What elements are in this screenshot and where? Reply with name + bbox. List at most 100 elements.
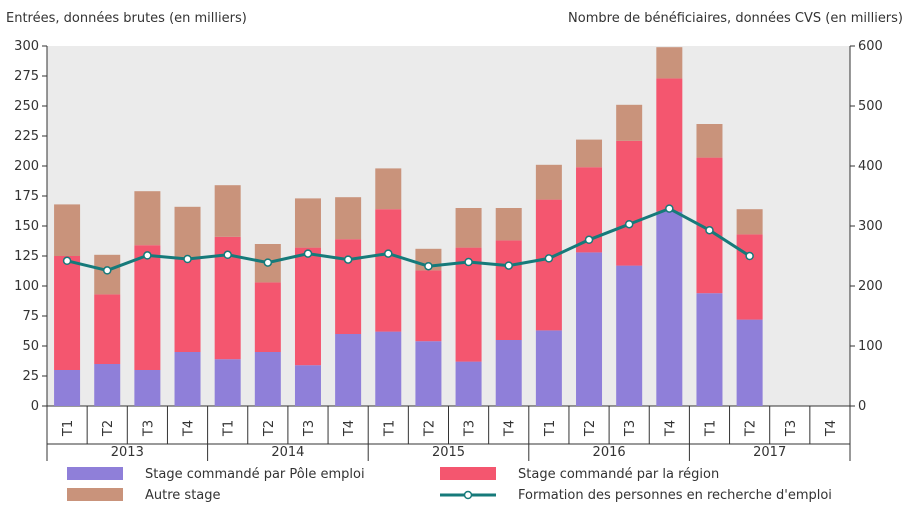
bar-segment xyxy=(736,234,763,320)
x-tick-label: T4 xyxy=(503,420,518,437)
bar-segment xyxy=(54,204,81,256)
bar-segment xyxy=(254,352,281,406)
x-tick-label: T4 xyxy=(824,420,839,437)
y-tick-label: 0 xyxy=(31,399,39,414)
y-tick-label: 50 xyxy=(22,339,39,354)
bar-segment xyxy=(294,247,321,366)
x-tick-label: T2 xyxy=(583,420,598,437)
bar-segment xyxy=(495,340,522,406)
y-tick-label: 200 xyxy=(14,159,39,174)
bar-segment xyxy=(656,211,683,406)
line-marker xyxy=(745,251,754,261)
legend-swatch xyxy=(67,488,123,501)
x-tick-label: T2 xyxy=(744,420,759,437)
bar-segment xyxy=(455,361,482,406)
line-marker xyxy=(464,257,473,267)
line-series xyxy=(66,206,751,272)
bar-segment xyxy=(616,265,643,406)
y2-tick-label: 0 xyxy=(858,399,866,414)
bar-segment xyxy=(214,359,241,406)
bar-segment xyxy=(174,206,201,259)
y-tick-label: 25 xyxy=(22,369,39,384)
x-group-label: 2015 xyxy=(432,445,465,460)
line-marker xyxy=(62,256,72,266)
x-tick-label: T1 xyxy=(382,420,397,437)
y2-tick-label: 200 xyxy=(858,279,883,294)
y-tick-label: 75 xyxy=(22,309,39,324)
line-marker xyxy=(143,251,152,260)
x-tick-label: T3 xyxy=(302,420,317,437)
legend-swatch xyxy=(440,467,496,480)
y-tick-label: 150 xyxy=(14,219,39,234)
x-tick-label: T4 xyxy=(182,420,197,437)
x-tick-label: T4 xyxy=(663,420,678,437)
y2-tick-label: 300 xyxy=(858,219,883,234)
line-marker xyxy=(183,254,192,264)
y-tick-label: 225 xyxy=(14,129,39,144)
line-marker xyxy=(303,249,313,258)
bar-segment xyxy=(375,209,402,332)
y2-tick-label: 100 xyxy=(858,339,883,354)
bar-segment xyxy=(294,365,321,406)
x-group-label: 2013 xyxy=(111,445,144,460)
legend-label: Stage commandé par Pôle emploi xyxy=(145,467,365,482)
bar-segment xyxy=(696,293,723,406)
y-tick-label: 125 xyxy=(14,249,39,264)
bar-segment xyxy=(174,258,201,352)
bar-segment xyxy=(54,256,81,370)
bar-segment xyxy=(94,364,121,406)
bar-segment xyxy=(335,197,362,240)
line-marker xyxy=(384,249,393,258)
legend-swatch xyxy=(67,467,123,480)
bar-segment xyxy=(254,282,281,352)
y2-axis-label: Nombre de bénéficiaires, données CVS (en… xyxy=(568,11,903,26)
bar-segment xyxy=(375,168,402,210)
y-tick-label: 300 xyxy=(14,39,39,54)
bar-segment xyxy=(134,245,161,370)
x-tick-label: T1 xyxy=(543,420,558,437)
bar-segment xyxy=(656,78,683,212)
x-tick-label: T2 xyxy=(262,420,277,437)
bar-segment xyxy=(335,239,362,334)
x-tick-label: T2 xyxy=(422,420,437,437)
line-marker xyxy=(544,254,554,263)
legend-marker xyxy=(463,490,473,500)
line-marker xyxy=(584,235,594,245)
x-group-label: 2016 xyxy=(593,445,626,460)
bar-segment xyxy=(134,191,161,246)
bar-segment xyxy=(54,370,81,406)
legend-label: Autre stage xyxy=(145,488,221,503)
x-tick-label: T1 xyxy=(703,420,718,437)
bar-segment xyxy=(415,341,442,406)
bar-segment xyxy=(696,124,723,158)
line-marker xyxy=(223,250,232,260)
x-group-label: 2017 xyxy=(753,445,786,460)
bar-segment xyxy=(375,331,402,406)
bar-segment xyxy=(415,270,442,342)
plot-area xyxy=(47,46,850,406)
x-tick-label: T4 xyxy=(342,420,357,437)
bar-segment xyxy=(535,199,562,331)
bar-segment xyxy=(616,140,643,266)
bar-segment xyxy=(294,198,321,248)
x-tick-label: T3 xyxy=(623,420,638,437)
line-marker xyxy=(504,261,513,270)
x-tick-label: T3 xyxy=(784,420,799,437)
bar-segment xyxy=(535,330,562,406)
x-group-label: 2014 xyxy=(271,445,304,460)
line-marker xyxy=(665,204,674,213)
x-tick-label: T1 xyxy=(61,420,76,437)
bar-segment xyxy=(495,240,522,340)
line-marker xyxy=(343,255,353,264)
y2-tick-label: 400 xyxy=(858,159,883,174)
bar-segment xyxy=(455,208,482,248)
bar-segment xyxy=(94,294,121,364)
bar-segment xyxy=(335,334,362,406)
line-marker xyxy=(102,266,112,275)
y-axis-label: Entrées, données brutes (en milliers) xyxy=(6,11,247,26)
x-tick-label: T3 xyxy=(463,420,478,437)
y-tick-label: 100 xyxy=(14,279,39,294)
line-marker xyxy=(705,225,714,235)
line-marker xyxy=(424,261,433,271)
y-tick-label: 275 xyxy=(14,69,39,84)
